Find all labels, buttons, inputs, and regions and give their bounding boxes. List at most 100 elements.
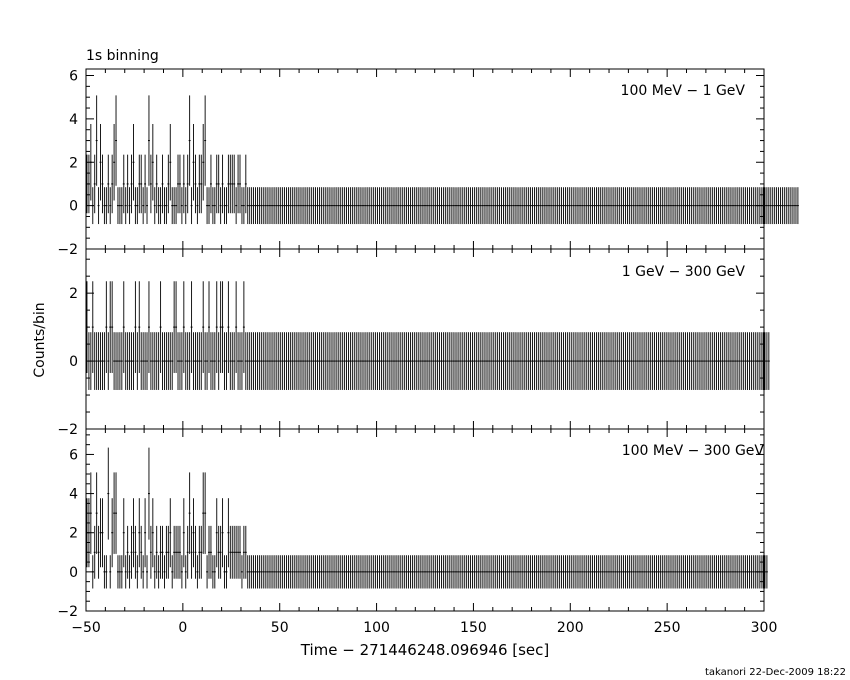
bin-bar [781, 187, 784, 225]
bin-bar [417, 332, 420, 390]
bin-bar [500, 555, 503, 589]
bin-bar [364, 332, 367, 390]
bin-bar [421, 187, 424, 225]
bin-bar [328, 555, 331, 589]
panel-energy-label: 100 MeV − 1 GeV [621, 83, 746, 99]
bin-bar [330, 332, 333, 390]
bin-bar [376, 187, 379, 225]
bin-bar [440, 555, 443, 589]
bin-bar [384, 187, 387, 225]
bin-bar [333, 332, 336, 390]
bin-bar [517, 187, 520, 225]
bin-bar [791, 187, 794, 225]
bin-bar [787, 187, 790, 225]
bin-bar [333, 555, 336, 589]
bin-bar [659, 332, 662, 390]
bin-bar [126, 154, 129, 214]
bin-bar [252, 555, 255, 589]
bin-bar [610, 332, 613, 390]
bin-bar [630, 332, 633, 390]
bin-bar [455, 555, 458, 589]
bin-bar [626, 187, 629, 225]
bin-bar [177, 154, 179, 214]
bin-bar [649, 187, 652, 225]
bin-bar [603, 332, 606, 390]
bin-bar [225, 187, 228, 225]
bin-bar [516, 555, 518, 589]
bin-bar [130, 332, 133, 390]
bin-bar [175, 187, 178, 225]
bin-bar [200, 525, 203, 579]
bin-bar [643, 187, 646, 225]
bin-bar [537, 332, 540, 390]
bin-bar [118, 187, 121, 225]
bin-bar [452, 555, 455, 589]
bin-bar [531, 555, 534, 589]
bin-bar [394, 332, 396, 390]
bin-bar [519, 332, 522, 390]
bin-bar [663, 187, 666, 225]
bin-bar [717, 555, 720, 589]
bin-bar [370, 555, 373, 589]
bin-bar [545, 187, 548, 225]
bin-bar [539, 555, 542, 589]
bin-bar [713, 187, 716, 225]
bin-bar [521, 332, 524, 390]
bin-bar [734, 332, 737, 390]
bin-bar [672, 555, 675, 589]
bin-bar [423, 332, 425, 390]
bin-bar [246, 187, 249, 225]
y-tick: 4 [69, 112, 764, 128]
bin-bar [702, 555, 704, 589]
panel-energy-label: 1 GeV − 300 GeV [622, 264, 746, 280]
bin-bar [481, 187, 484, 225]
bin-bar [432, 187, 435, 225]
bin-bar [703, 187, 706, 225]
bin-bar [208, 281, 210, 373]
bin-bar [190, 525, 193, 579]
bin-bar [132, 332, 135, 390]
bin-bar [796, 187, 799, 225]
y-tick-label: −2 [57, 422, 78, 438]
bin-bar [190, 187, 193, 225]
bin-bar [711, 332, 714, 390]
bin-bar [258, 332, 261, 390]
bin-bar [229, 154, 232, 214]
bin-bar [353, 187, 356, 225]
bin-bar [388, 332, 391, 390]
bin-bar [103, 555, 106, 589]
bin-bar [663, 332, 666, 390]
bin-bar [669, 332, 672, 390]
bin-bar [694, 332, 697, 390]
bin-bar [610, 555, 613, 589]
bin-bar [746, 187, 749, 225]
bin-bar [688, 332, 691, 390]
bin-bar [140, 154, 143, 214]
bin-bar [531, 332, 534, 390]
bin-bar [725, 187, 728, 225]
bin-bar [647, 555, 650, 589]
bin-bar [244, 332, 247, 390]
bin-bar [574, 332, 577, 390]
bin-bar [370, 332, 373, 390]
bin-bar [326, 332, 329, 390]
bin-bar [242, 281, 245, 373]
bin-bar [258, 555, 261, 589]
bin-bar [731, 332, 734, 390]
bin-bar [764, 332, 766, 390]
bin-bar [727, 332, 730, 390]
bin-bar [425, 187, 427, 225]
bin-bar [612, 332, 615, 390]
bin-bar [659, 187, 662, 225]
bin-bar [252, 332, 255, 390]
bin-bar [502, 332, 505, 390]
bin-bar [260, 187, 263, 225]
bin-bar [444, 332, 447, 390]
bin-bar [446, 187, 449, 225]
bin-bar [196, 332, 199, 390]
bin-bar [403, 332, 406, 390]
bin-bar [485, 332, 487, 390]
x-axis: −50 0 50 100 150 200 250 300 [71, 620, 777, 636]
bin-bar [256, 187, 259, 225]
bin-bar [583, 555, 586, 589]
